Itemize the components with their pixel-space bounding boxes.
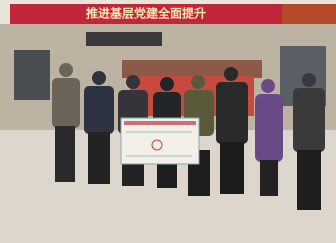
window — [14, 50, 50, 100]
banner-end — [282, 4, 336, 24]
page: {"banner": {"text": "推进基层党建全面提升"}} 推进基层党… — [0, 0, 336, 243]
check — [121, 118, 199, 164]
roof — [122, 60, 262, 78]
sign — [86, 32, 162, 46]
banner-text: 推进基层党建全面提升 — [86, 6, 206, 21]
photo: 推进基层党建全面提升 — [0, 0, 336, 243]
